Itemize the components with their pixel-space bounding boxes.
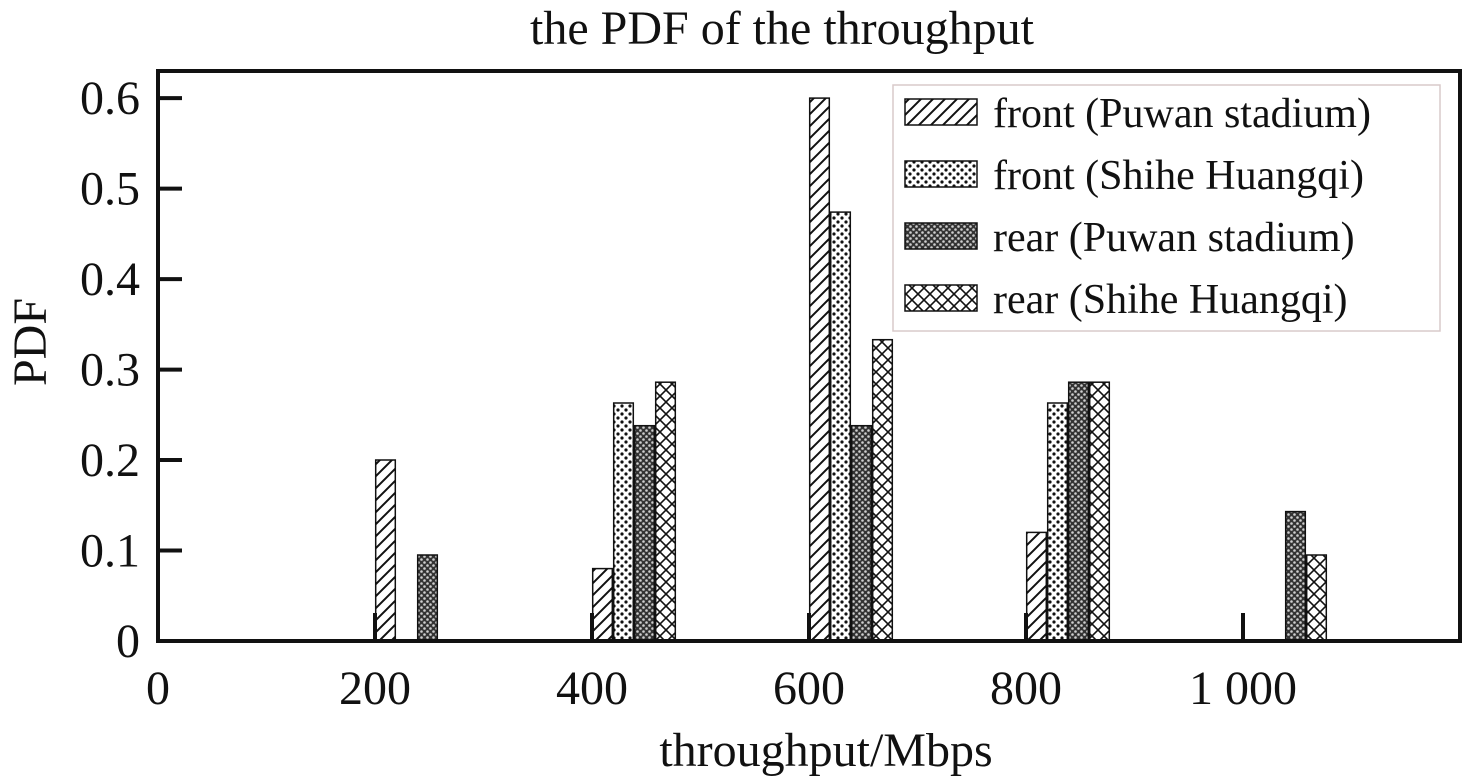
legend-swatch-2 [904,160,978,188]
legend-label-3: rear (Puwan stadium) [993,215,1355,261]
y-tick-label-0.5: 0.5 [80,163,140,216]
bar-series2-x800 [1046,402,1069,642]
bar-series2-x400 [612,402,635,642]
y-axis-label: PDF [4,298,57,386]
bar-series1-x600 [808,97,831,642]
legend-swatch-1 [904,98,978,126]
y-tick-label-0.3: 0.3 [80,344,140,397]
bar-series3-x200 [416,554,439,642]
legend-label-4: rear (Shihe Huangqi) [993,277,1348,323]
legend-box [892,84,1441,332]
bar-series1-x400 [591,567,614,642]
bar-series4-x400 [654,381,677,642]
x-tick-label-1000: 1 000 [1189,662,1297,715]
bar-series3-x600 [850,424,873,642]
chart-title: the PDF of the throughput [530,2,1035,55]
bar-series1-x800 [1025,531,1048,642]
legend-swatch-4 [904,284,978,312]
y-tick-label-0.2: 0.2 [80,434,140,487]
x-tick-label-200: 200 [339,662,411,715]
ticks-layer: 0 200 400 600 800 1 000 0 0.1 0.2 0.3 0.4 0.5 0.6 [80,72,1297,715]
x-tick-label-400: 400 [556,662,628,715]
y-tick-label-0.6: 0.6 [80,72,140,125]
bar-series3-x800 [1067,381,1090,642]
y-tick-label-0.4: 0.4 [80,253,140,306]
bar-series4-x1000 [1305,554,1328,642]
bar-series4-x800 [1088,381,1111,642]
bar-series2-x600 [829,211,852,642]
bar-series1-x200 [374,459,397,642]
bar-series3-x400 [633,424,656,642]
bar-series3-x1000 [1284,510,1307,642]
y-tick-label-0: 0 [116,615,140,668]
legend-label-1: front (Puwan stadium) [993,91,1371,137]
legend-label-2: front (Shihe Huangqi) [993,153,1364,199]
x-tick-label-0: 0 [146,662,170,715]
bar-series4-x600 [871,338,894,642]
x-tick-label-800: 800 [990,662,1062,715]
y-tick-label-0.1: 0.1 [80,525,140,578]
x-tick-label-600: 600 [773,662,845,715]
legend: front (Puwan stadium) front (Shihe Huangq… [892,84,1441,332]
plot-frame [156,69,1462,643]
legend-swatch-3 [904,222,978,250]
x-axis-label: throughput/Mbps [659,724,992,777]
